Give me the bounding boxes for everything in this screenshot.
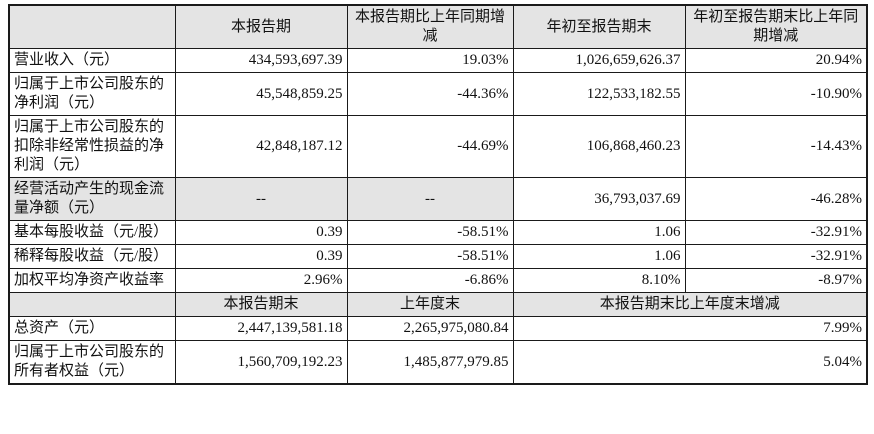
value-cell: 5.04% bbox=[512, 340, 868, 385]
top-header-ytd: 年初至报告期末 bbox=[512, 4, 686, 49]
value-cell: 45,548,859.25 bbox=[174, 72, 348, 116]
bottom-header-corner-cell bbox=[8, 292, 176, 317]
table-row-diluted-eps: 稀释每股收益（元/股） 0.39 -58.51% 1.06 -32.91% bbox=[8, 244, 868, 269]
table-row-operating-cash-flow: 经营活动产生的现金流量净额（元） -- -- 36,793,037.69 -46… bbox=[8, 177, 868, 221]
value-cell: -32.91% bbox=[684, 244, 868, 269]
table-row-net-profit: 归属于上市公司股东的净利润（元） 45,548,859.25 -44.36% 1… bbox=[8, 72, 868, 116]
value-cell: -6.86% bbox=[346, 268, 514, 293]
value-cell: -- bbox=[346, 177, 514, 221]
value-cell: 7.99% bbox=[512, 316, 868, 341]
value-cell: 1,560,709,192.23 bbox=[174, 340, 348, 385]
table-row-weighted-avg-roe: 加权平均净资产收益率 2.96% -6.86% 8.10% -8.97% bbox=[8, 268, 868, 293]
bottom-header-prior-year-end: 上年度末 bbox=[346, 292, 514, 317]
value-cell: 1,026,659,626.37 bbox=[512, 48, 686, 73]
value-cell: -58.51% bbox=[346, 220, 514, 245]
value-cell: 1.06 bbox=[512, 244, 686, 269]
table-row-total-assets: 总资产（元） 2,447,139,581.18 2,265,975,080.84… bbox=[8, 316, 868, 341]
value-cell: -44.36% bbox=[346, 72, 514, 116]
value-cell: 0.39 bbox=[174, 220, 348, 245]
value-cell: 106,868,460.23 bbox=[512, 115, 686, 178]
row-label-cell: 总资产（元） bbox=[8, 316, 176, 341]
value-cell: -8.97% bbox=[684, 268, 868, 293]
financial-report-page: 本报告期 本报告期比上年同期增减 年初至报告期末 年初至报告期末比上年同期增减 … bbox=[0, 4, 874, 385]
financial-summary-table: 本报告期 本报告期比上年同期增减 年初至报告期末 年初至报告期末比上年同期增减 … bbox=[8, 4, 868, 385]
row-label-cell: 营业收入（元） bbox=[8, 48, 176, 73]
value-cell: -32.91% bbox=[684, 220, 868, 245]
value-cell: 8.10% bbox=[512, 268, 686, 293]
bottom-header-period-end: 本报告期末 bbox=[174, 292, 348, 317]
value-cell: -- bbox=[174, 177, 348, 221]
value-cell: -10.90% bbox=[684, 72, 868, 116]
bottom-header-row: 本报告期末 上年度末 本报告期末比上年度末增减 bbox=[8, 292, 868, 317]
row-label-cell: 加权平均净资产收益率 bbox=[8, 268, 176, 293]
table-row-basic-eps: 基本每股收益（元/股） 0.39 -58.51% 1.06 -32.91% bbox=[8, 220, 868, 245]
top-header-current-period: 本报告期 bbox=[174, 4, 348, 49]
value-cell: -58.51% bbox=[346, 244, 514, 269]
table-row-net-profit-excl-nonrecurring: 归属于上市公司股东的扣除非经常性损益的净利润（元） 42,848,187.12 … bbox=[8, 115, 868, 178]
row-label-cell: 经营活动产生的现金流量净额（元） bbox=[8, 177, 176, 221]
value-cell: 122,533,182.55 bbox=[512, 72, 686, 116]
value-cell: 434,593,697.39 bbox=[174, 48, 348, 73]
top-header-row: 本报告期 本报告期比上年同期增减 年初至报告期末 年初至报告期末比上年同期增减 bbox=[8, 4, 868, 49]
row-label-cell: 基本每股收益（元/股） bbox=[8, 220, 176, 245]
value-cell: 2.96% bbox=[174, 268, 348, 293]
value-cell: 2,265,975,080.84 bbox=[346, 316, 514, 341]
value-cell: -14.43% bbox=[684, 115, 868, 178]
row-label-cell: 归属于上市公司股东的扣除非经常性损益的净利润（元） bbox=[8, 115, 176, 178]
value-cell: 20.94% bbox=[684, 48, 868, 73]
table-row-operating-revenue: 营业收入（元） 434,593,697.39 19.03% 1,026,659,… bbox=[8, 48, 868, 73]
value-cell: 19.03% bbox=[346, 48, 514, 73]
row-label-cell: 归属于上市公司股东的净利润（元） bbox=[8, 72, 176, 116]
top-header-corner-cell bbox=[8, 4, 176, 49]
table-row-owners-equity: 归属于上市公司股东的所有者权益（元） 1,560,709,192.23 1,48… bbox=[8, 340, 868, 385]
value-cell: 42,848,187.12 bbox=[174, 115, 348, 178]
value-cell: 2,447,139,581.18 bbox=[174, 316, 348, 341]
value-cell: 1,485,877,979.85 bbox=[346, 340, 514, 385]
value-cell: 0.39 bbox=[174, 244, 348, 269]
value-cell: -46.28% bbox=[684, 177, 868, 221]
top-header-ytd-change: 年初至报告期末比上年同期增减 bbox=[684, 4, 868, 49]
value-cell: 1.06 bbox=[512, 220, 686, 245]
value-cell: -44.69% bbox=[346, 115, 514, 178]
row-label-cell: 归属于上市公司股东的所有者权益（元） bbox=[8, 340, 176, 385]
bottom-header-change-vs-prior-year-end: 本报告期末比上年度末增减 bbox=[512, 292, 868, 317]
row-label-cell: 稀释每股收益（元/股） bbox=[8, 244, 176, 269]
top-header-yoy-change: 本报告期比上年同期增减 bbox=[346, 4, 514, 49]
value-cell: 36,793,037.69 bbox=[512, 177, 686, 221]
